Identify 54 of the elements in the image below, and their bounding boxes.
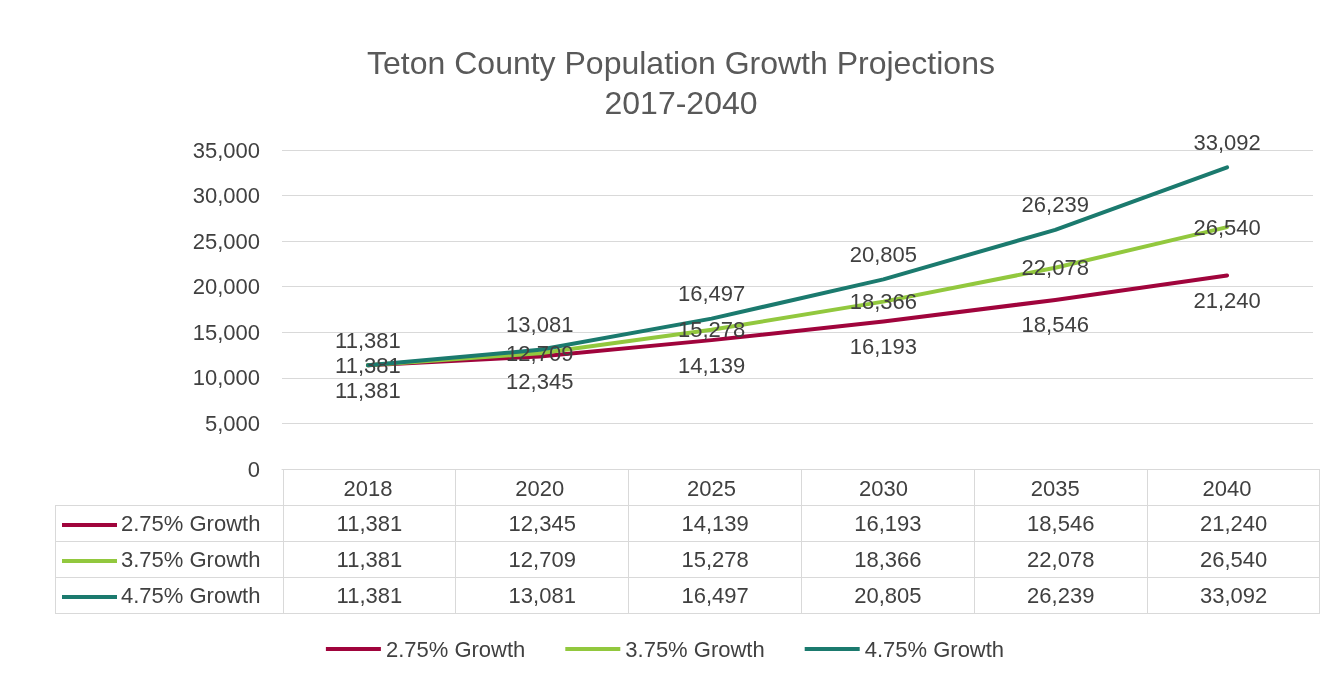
text: 16,193 [849,333,918,359]
data-label: 11,381 [283,577,456,614]
data-label: 16,497 [628,577,802,614]
x-tick-label: 2018 [343,475,393,501]
data-label: 13,081 [455,577,629,614]
x-tick-label: 2020 [515,475,565,501]
data-label: 26,239 [974,577,1148,614]
text: 18,546 [1021,312,1089,338]
data-label: 15,278 [628,541,802,578]
legend-label: 2.75% Growth [55,505,283,542]
text: 2.75% Growth [385,636,526,662]
y-tick-label: 35,000 [192,137,260,163]
text: 20,805 [849,241,918,267]
y-tick-label: 0 [247,456,260,482]
text: 21,240 [1193,287,1261,313]
data-label: 14,139 [628,505,802,542]
text: 26,239 [1021,192,1089,218]
data-label: 21,240 [1147,505,1320,542]
text: 16,497 [677,281,746,307]
data-label: 26,540 [1147,541,1320,578]
text: 4.75% Growth [864,636,1005,662]
y-tick-label: 10,000 [192,365,260,391]
text: 11,381 [335,327,401,353]
x-tick-label: 2035 [1030,475,1080,501]
x-tick-label: 2025 [687,475,737,501]
text: 26,540 [1193,214,1261,240]
text: 12,345 [506,368,574,394]
y-tick-label: 5,000 [204,410,260,436]
data-label: 22,078 [974,541,1148,578]
y-tick-label: 30,000 [192,183,260,209]
text: 33,092 [1193,129,1261,155]
data-label: 12,709 [455,541,629,578]
data-label: 16,193 [801,505,975,542]
data-label: 18,546 [974,505,1148,542]
y-tick-label: 20,000 [192,274,260,300]
text: 11,381 [335,352,401,378]
text: 12,709 [506,340,574,366]
legend-label: 4.75% Growth [55,577,283,614]
text: 11,381 [335,377,401,403]
y-tick-label: 15,000 [192,319,260,345]
data-label: 11,381 [283,541,456,578]
text: 13,081 [506,312,574,338]
data-label: 33,092 [1147,577,1320,614]
text: 14,139 [677,352,746,378]
data-label: 18,366 [801,541,975,578]
x-tick-label: 2030 [858,475,908,501]
chart-title: Teton County Population Growth Projections 2017-2040 [367,45,995,121]
data-label: 20,805 [801,577,975,614]
y-tick-label: 25,000 [192,228,260,254]
x-tick-label: 2040 [1202,475,1252,501]
legend-label: 3.75% Growth [55,541,283,578]
text: 3.75% Growth [625,636,765,662]
data-label: 12,345 [455,505,629,542]
data-label: 11,381 [283,505,456,542]
